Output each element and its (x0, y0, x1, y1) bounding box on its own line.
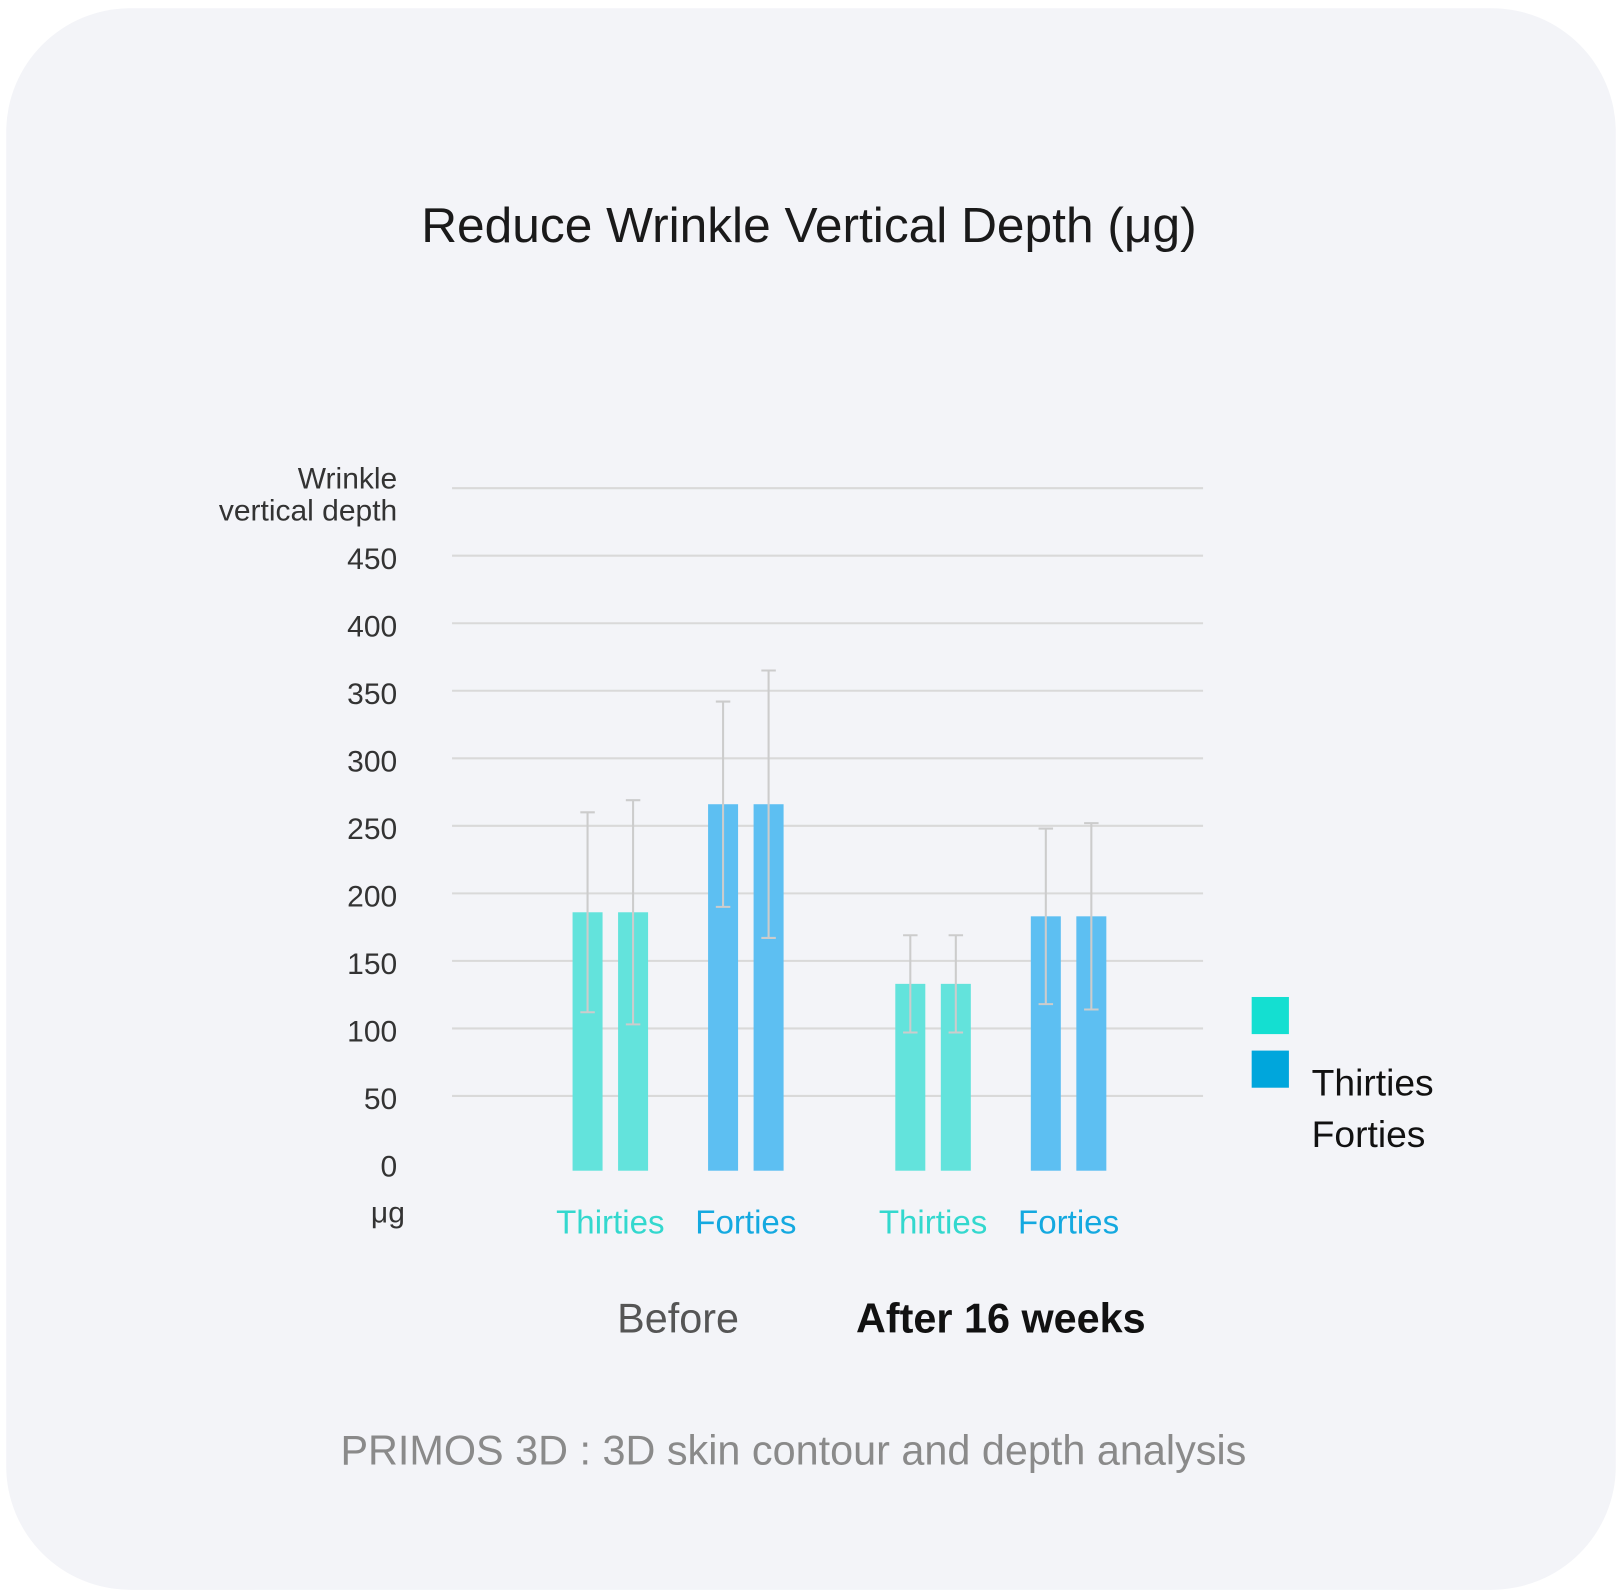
y-tick-label: 150 (347, 948, 397, 981)
chart-title: Reduce Wrinkle Vertical Depth (μg) (421, 197, 1196, 253)
y-axis-label: vertical depth (219, 494, 397, 527)
y-axis-label: Wrinkle (298, 462, 397, 495)
legend-label: Forties (1312, 1113, 1426, 1155)
error-bar (715, 700, 731, 908)
error-bar (1038, 827, 1054, 1006)
y-tick-label: 200 (347, 880, 397, 913)
legend-swatch (1251, 1050, 1289, 1088)
legend-label: Thirties (1312, 1062, 1434, 1104)
y-tick-label: 400 (347, 610, 397, 643)
y-tick-label: 300 (347, 745, 397, 778)
subgroup-label: Thirties (556, 1205, 664, 1242)
error-bar (903, 934, 918, 1034)
y-tick-label: 100 (347, 1016, 397, 1049)
y-tick-label: 0 (381, 1151, 398, 1184)
error-bar (761, 669, 776, 939)
y-unit: μg (371, 1196, 405, 1229)
y-tick-label: 350 (347, 678, 397, 711)
y-tick-label: 450 (347, 543, 397, 576)
legend-swatch (1251, 996, 1289, 1035)
y-tick-label: 50 (364, 1083, 397, 1116)
footnote: PRIMOS 3D : 3D skin contour and depth an… (340, 1428, 1246, 1474)
subgroup-label: Thirties (879, 1205, 987, 1242)
card (6, 8, 1616, 1590)
error-bar (1084, 822, 1099, 1011)
error-bar (625, 799, 641, 1026)
error-bar (948, 934, 964, 1034)
error-bar (580, 811, 595, 1014)
subgroup-label: Forties (1018, 1205, 1119, 1242)
y-tick-label: 250 (347, 813, 397, 846)
subgroup-label: Forties (695, 1205, 796, 1242)
group-label: Before (617, 1296, 739, 1342)
group-label: After 16 weeks (856, 1296, 1146, 1342)
